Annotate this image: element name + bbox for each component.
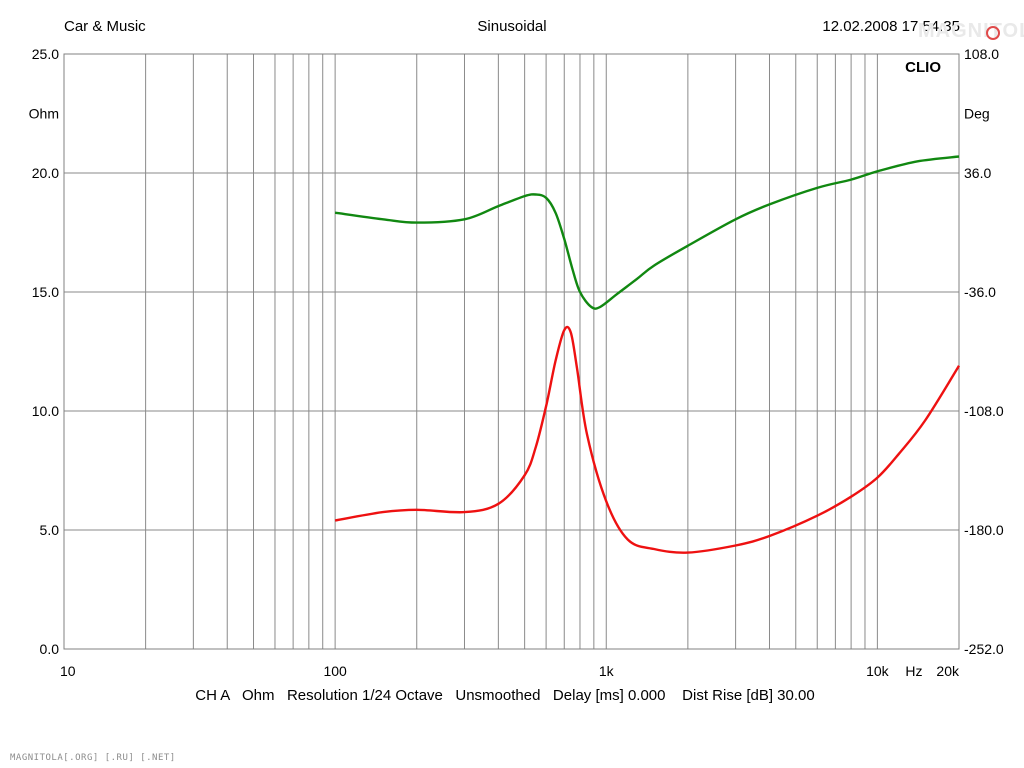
y-left-tick-label: 10.0: [32, 403, 59, 419]
measurement-settings-footer: CH A Ohm Resolution 1/24 Octave Unsmooth…: [195, 687, 815, 704]
y-right-tick-label: 108.0: [964, 46, 999, 62]
axis-labels: 0.0 5.0 10.0 15.0 20.0 25.0 -252.0 -180.0 -108.0…: [29, 46, 1004, 679]
x-tick-label: 1k: [599, 663, 615, 679]
magnitola-ring-icon: [986, 26, 1000, 40]
clio-brand-label: CLIO: [905, 59, 941, 76]
plot-frame: [63, 53, 960, 650]
phase-series-line: [334, 155, 960, 310]
y-right-axis-label: Deg: [964, 106, 990, 122]
y-left-tick-label: 20.0: [32, 165, 59, 181]
header-left-label: Car & Music: [64, 18, 146, 35]
x-tick-label: 20k: [936, 663, 960, 679]
y-right-tick-label: -108.0: [964, 403, 1004, 419]
x-tick-label: 100: [323, 663, 347, 679]
x-tick-label: 10k: [866, 663, 890, 679]
y-left-tick-label: 15.0: [32, 284, 59, 300]
y-left-tick-label: 25.0: [32, 46, 59, 62]
header-timestamp: 12.02.2008 17.54.35: [822, 18, 960, 35]
series-layer: [334, 155, 961, 554]
x-tick-label: 10: [60, 663, 76, 679]
y-left-tick-label: 5.0: [40, 522, 60, 538]
header-title: Sinusoidal: [477, 18, 547, 35]
y-right-tick-label: 36.0: [964, 165, 991, 181]
impedance-series-line: [334, 325, 961, 554]
x-axis-unit-label: Hz: [905, 663, 922, 679]
y-right-tick-label: -252.0: [964, 641, 1004, 657]
y-right-tick-label: -36.0: [964, 284, 996, 300]
y-left-axis-label: Ohm: [29, 106, 59, 122]
y-right-tick-label: -180.0: [964, 522, 1004, 538]
grid-lines: [64, 54, 959, 649]
y-left-tick-label: 0.0: [40, 641, 60, 657]
site-watermark-text: MAGNITOLA[.ORG] [.RU] [.NET]: [10, 753, 176, 763]
